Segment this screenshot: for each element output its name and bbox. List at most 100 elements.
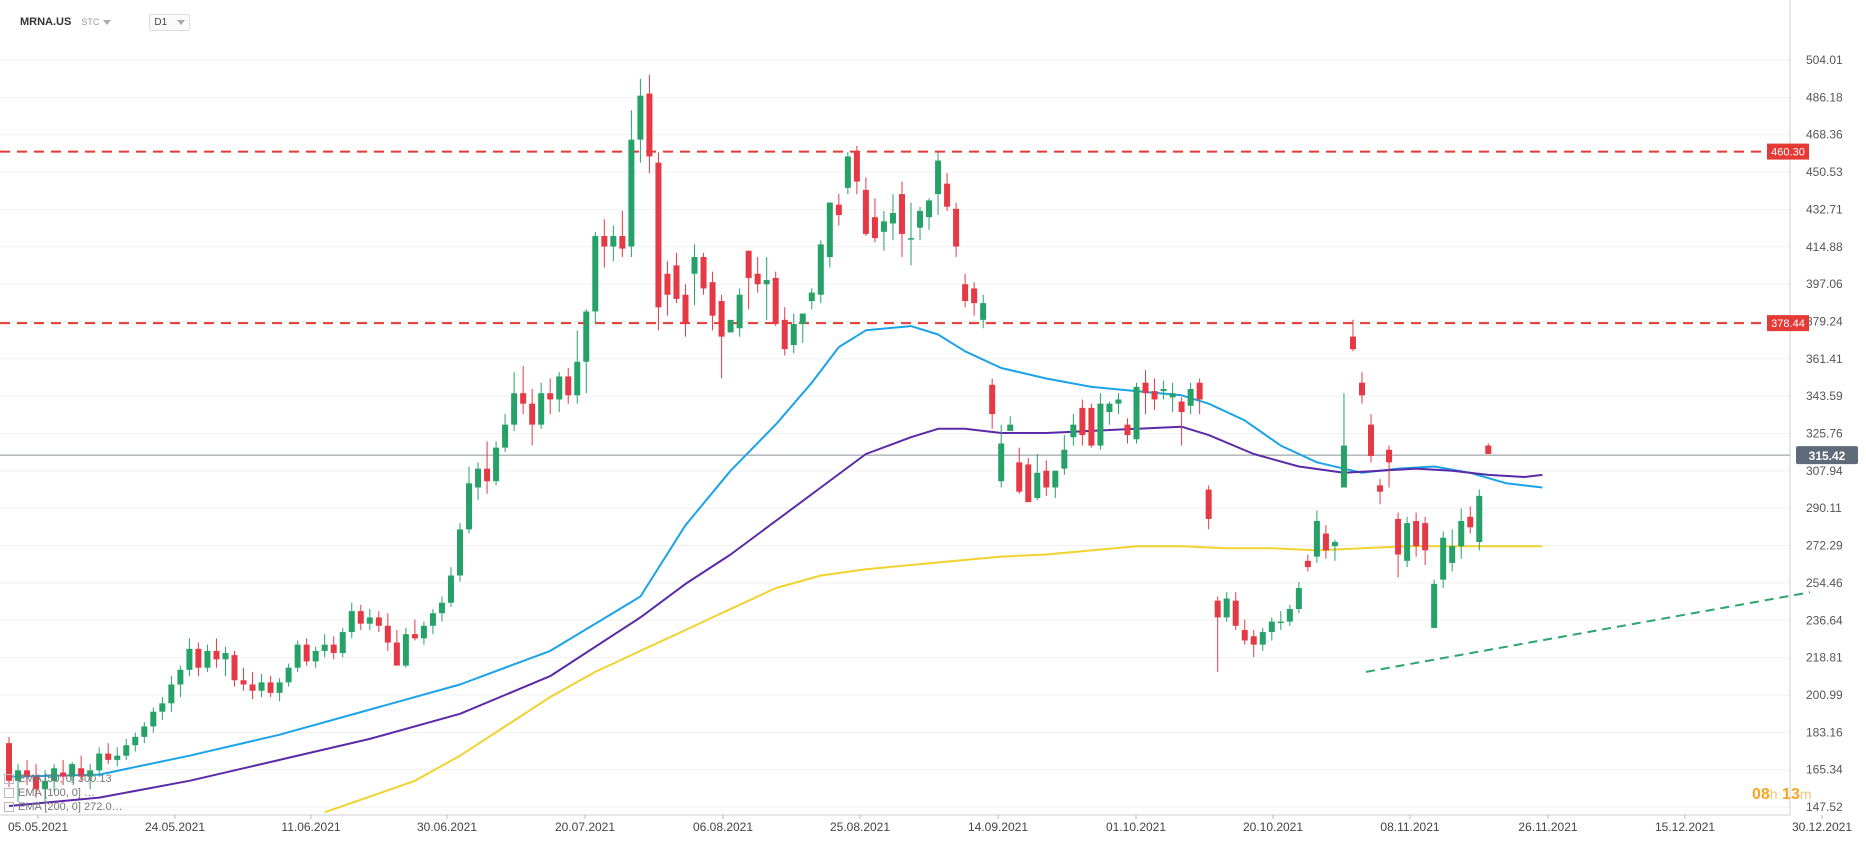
candle-body-up[interactable] [808, 292, 815, 301]
candle-body-up[interactable] [799, 313, 806, 325]
candle-body-down[interactable] [871, 217, 878, 239]
candle-body-up[interactable] [1313, 521, 1320, 557]
symbol-label[interactable]: MRNA.US [20, 16, 72, 28]
candle-body-down[interactable] [1422, 523, 1429, 551]
candle-body-down[interactable] [213, 650, 220, 660]
candle-body-down[interactable] [1304, 560, 1311, 568]
candle-body-up[interactable] [186, 648, 193, 670]
candle-body-down[interactable] [1467, 516, 1474, 528]
candle-body-up[interactable] [420, 625, 427, 639]
candle-body-down[interactable] [393, 642, 400, 666]
instrument-type-dropdown[interactable]: STC [81, 17, 112, 27]
timeframe-dropdown[interactable]: D1 [149, 13, 191, 31]
candle-body-up[interactable] [980, 303, 987, 320]
trendline[interactable] [1365, 591, 1811, 673]
candle-body-up[interactable] [321, 644, 328, 651]
candle-body-up[interactable] [610, 236, 617, 247]
legend-item[interactable]: EMA [200, 0] 272.0… [4, 800, 123, 814]
candle-body-up[interactable] [159, 703, 166, 712]
candle-body-down[interactable] [781, 319, 788, 350]
candle-body-up[interactable] [1169, 393, 1176, 398]
candle-body-down[interactable] [862, 189, 869, 234]
candle-body-down[interactable] [529, 403, 536, 425]
candle-body-up[interactable] [1106, 403, 1113, 413]
candle-body-down[interactable] [1349, 336, 1356, 350]
candle-body-down[interactable] [853, 152, 860, 182]
candle-body-down[interactable] [1368, 424, 1375, 457]
candle-body-up[interactable] [96, 753, 103, 771]
candle-body-up[interactable] [1458, 521, 1465, 547]
candle-body-up[interactable] [691, 256, 698, 274]
candle-body-down[interactable] [709, 282, 716, 316]
candle-body-down[interactable] [60, 772, 67, 777]
candle-body-down[interactable] [1142, 382, 1149, 394]
candle-body-up[interactable] [447, 575, 454, 603]
candle-body-up[interactable] [844, 156, 851, 188]
candle-body-up[interactable] [1034, 472, 1041, 498]
candle-body-up[interactable] [339, 632, 346, 654]
candle-body-up[interactable] [1295, 588, 1302, 610]
candle-body-up[interactable] [935, 160, 942, 195]
candle-body-down[interactable] [1485, 445, 1492, 454]
candle-body-down[interactable] [655, 162, 662, 308]
candle-body-up[interactable] [466, 483, 473, 530]
candle-body-up[interactable] [258, 682, 265, 691]
candle-body-up[interactable] [592, 236, 599, 312]
candle-body-down[interactable] [1151, 391, 1158, 400]
candle-body-up[interactable] [15, 770, 22, 781]
candle-body-down[interactable] [231, 655, 238, 681]
candle-body-down[interactable] [971, 288, 978, 304]
candle-body-down[interactable] [6, 743, 12, 781]
candle-body-up[interactable] [1449, 546, 1456, 563]
candle-body-up[interactable] [736, 294, 743, 329]
candle-body-down[interactable] [565, 376, 572, 396]
candle-body-down[interactable] [1079, 407, 1086, 436]
candle-body-up[interactable] [1115, 399, 1122, 404]
candle-body-up[interactable] [1133, 386, 1140, 440]
candle-body-up[interactable] [87, 770, 94, 777]
candle-body-down[interactable] [601, 236, 608, 247]
candle-body-down[interactable] [898, 194, 905, 234]
candle-body-down[interactable] [105, 753, 112, 760]
candle-body-down[interactable] [700, 256, 707, 289]
candle-body-down[interactable] [1377, 485, 1384, 492]
candle-body-down[interactable] [1241, 629, 1248, 641]
candle-body-up[interactable] [1259, 632, 1266, 645]
candle-body-up[interactable] [1268, 621, 1275, 633]
candle-body-up[interactable] [1331, 541, 1338, 547]
candle-body-up[interactable] [583, 311, 590, 362]
candle-body-up[interactable] [402, 634, 409, 666]
candle-body-down[interactable] [1088, 407, 1095, 446]
candle-body-up[interactable] [222, 653, 229, 660]
candle-body-up[interactable] [132, 736, 139, 746]
candle-body-up[interactable] [51, 768, 58, 781]
candle-body-down[interactable] [673, 265, 680, 299]
candle-body-down[interactable] [1322, 533, 1329, 551]
candle-body-down[interactable] [1232, 600, 1239, 626]
candle-body-up[interactable] [1223, 598, 1230, 618]
candle-body-down[interactable] [1205, 489, 1212, 519]
candle-body-down[interactable] [240, 680, 247, 685]
candle-body-up[interactable] [475, 468, 482, 488]
candle-body-down[interactable] [664, 273, 671, 295]
candle-body-up[interactable] [1187, 389, 1194, 406]
candle-body-down[interactable] [249, 684, 256, 691]
candle-body-up[interactable] [285, 667, 292, 683]
candle-body-up[interactable] [628, 139, 635, 247]
candle-body-up[interactable] [538, 393, 545, 425]
candle-body-down[interactable] [330, 644, 337, 654]
candle-body-up[interactable] [114, 755, 121, 760]
candle-body-up[interactable] [312, 650, 319, 662]
candle-body-down[interactable] [195, 648, 202, 668]
candle-body-down[interactable] [754, 273, 761, 285]
candle-body-up[interactable] [1052, 470, 1059, 488]
candle-body-up[interactable] [1340, 445, 1347, 488]
candle-body-down[interactable] [1124, 424, 1131, 436]
candle-body-down[interactable] [1250, 636, 1257, 645]
candle-body-up[interactable] [637, 95, 644, 140]
candle-body-up[interactable] [1440, 537, 1447, 580]
candle-body-down[interactable] [520, 393, 527, 404]
candle-body-down[interactable] [1178, 401, 1185, 413]
candle-body-down[interactable] [1196, 382, 1203, 400]
ema-line[interactable] [8, 425, 1543, 807]
